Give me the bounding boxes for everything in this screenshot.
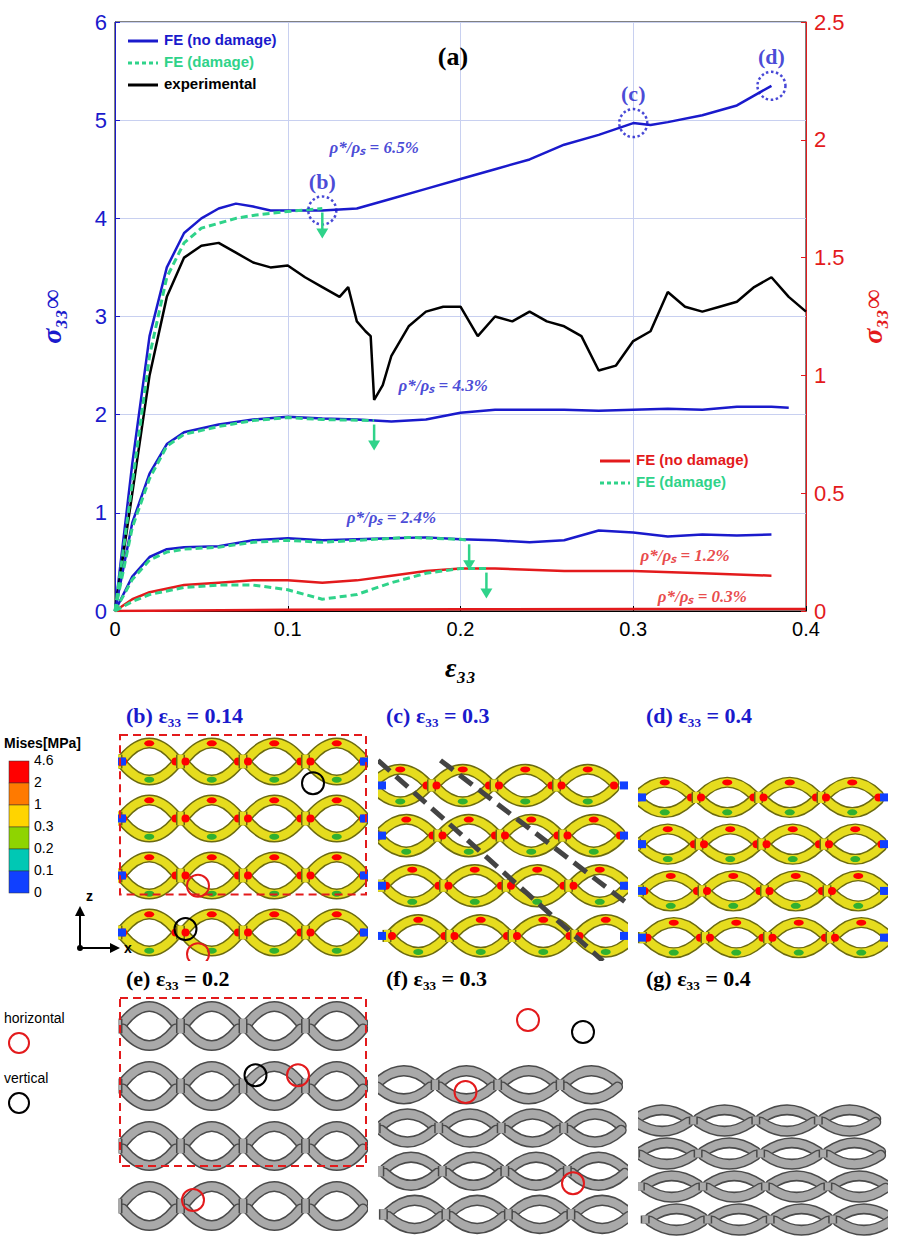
svg-text:ρ*/ρₛ = 2.4%: ρ*/ρₛ = 2.4% <box>346 508 436 527</box>
svg-text:0: 0 <box>814 598 827 624</box>
html-text:0.3: 0.3 <box>34 818 54 834</box>
svg-text:(a): (a) <box>438 42 468 71</box>
html-text:(e) ε₃₃ = 0.2: (e) ε₃₃ = 0.2 <box>126 966 230 991</box>
svg-text:ε₃₃: ε₃₃ <box>445 652 476 683</box>
svg-text:1.5: 1.5 <box>814 245 845 270</box>
svg-text:σ₃₃∞: σ₃₃∞ <box>36 289 67 344</box>
html-text:Mises[MPa]: Mises[MPa] <box>4 735 81 751</box>
svg-text:FE (no damage): FE (no damage) <box>636 451 749 468</box>
svg-text:(d): (d) <box>758 44 785 69</box>
html-text:(g) ε₃₃ = 0.4: (g) ε₃₃ = 0.4 <box>646 966 751 991</box>
svg-text:6: 6 <box>95 10 107 35</box>
html-text:horizontal: horizontal <box>4 1010 65 1026</box>
svg-text:3: 3 <box>95 304 107 329</box>
svg-text:ρ*/ρₛ = 1.2%: ρ*/ρₛ = 1.2% <box>639 546 729 565</box>
html-text:(c) ε₃₃ = 0.3: (c) ε₃₃ = 0.3 <box>386 703 490 728</box>
svg-text:(c): (c) <box>621 81 645 106</box>
html-text:2: 2 <box>34 774 42 790</box>
svg-text:4: 4 <box>95 206 107 231</box>
html-text:vertical: vertical <box>4 1070 49 1086</box>
svg-text:0.2: 0.2 <box>447 618 475 640</box>
svg-text:0.5: 0.5 <box>814 481 845 506</box>
svg-text:FE (damage): FE (damage) <box>164 53 254 70</box>
svg-text:2.5: 2.5 <box>814 10 845 35</box>
svg-text:2: 2 <box>95 402 107 427</box>
html-text:4.6: 4.6 <box>34 752 54 768</box>
svg-text:5: 5 <box>95 108 107 133</box>
svg-text:ρ*/ρₛ = 6.5%: ρ*/ρₛ = 6.5% <box>328 138 418 157</box>
html-text:0.2: 0.2 <box>34 840 54 856</box>
svg-text:experimental: experimental <box>164 75 257 92</box>
html-text:0.1: 0.1 <box>34 862 54 878</box>
html-text:z: z <box>86 888 93 904</box>
svg-text:0: 0 <box>95 599 107 624</box>
html-text:1: 1 <box>34 796 42 812</box>
svg-text:σ₃₃∞: σ₃₃∞ <box>857 289 888 344</box>
html-text:(f) ε₃₃ = 0.3: (f) ε₃₃ = 0.3 <box>386 966 488 991</box>
svg-text:FE (damage): FE (damage) <box>636 473 726 490</box>
svg-text:FE (no damage): FE (no damage) <box>164 31 277 48</box>
html-text:0: 0 <box>34 884 42 900</box>
svg-text:ρ*/ρₛ = 4.3%: ρ*/ρₛ = 4.3% <box>398 376 488 395</box>
svg-text:0.3: 0.3 <box>619 618 647 640</box>
svg-text:1: 1 <box>814 363 826 388</box>
html-text:(b) ε₃₃ = 0.14: (b) ε₃₃ = 0.14 <box>126 703 243 728</box>
svg-text:ρ*/ρₛ = 0.3%: ρ*/ρₛ = 0.3% <box>657 587 747 606</box>
svg-text:1: 1 <box>95 500 107 525</box>
svg-text:0: 0 <box>109 618 120 640</box>
html-text:(d) ε₃₃ = 0.4: (d) ε₃₃ = 0.4 <box>646 703 752 728</box>
svg-text:(b): (b) <box>309 169 336 194</box>
html-text:x: x <box>124 940 132 956</box>
svg-text:2: 2 <box>814 127 826 152</box>
svg-text:0.4: 0.4 <box>792 618 820 640</box>
svg-text:0.1: 0.1 <box>274 618 302 640</box>
